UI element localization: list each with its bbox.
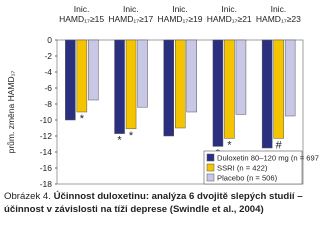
legend-box: [203, 150, 303, 185]
bar: [88, 39, 99, 101]
bar: [114, 39, 125, 134]
significance-marker: *: [227, 139, 232, 151]
y-tick-label: -10: [40, 115, 53, 125]
y-tick-label: -2: [44, 51, 52, 61]
page: {"chart_data":{"type":"bar", "y_label":"…: [4, 4, 319, 216]
x-tick-label: HAMD₁₇≥23: [256, 14, 301, 24]
x-tick-label: Inic.: [221, 4, 237, 14]
y-tick-label: -14: [40, 147, 53, 157]
legend-label: Placebo (n = 506): [217, 174, 278, 183]
legend-swatch: [206, 153, 215, 162]
bar: [212, 39, 224, 147]
x-tick-label: HAMD₁₇≥15: [59, 14, 104, 24]
x-tick-label: Inic.: [271, 4, 287, 14]
bar: [224, 39, 235, 139]
y-tick-label: -12: [40, 131, 53, 141]
y-tick-label: -16: [40, 163, 53, 173]
legend-label: Duloxetin 80–120 mg (n = 697): [217, 154, 319, 163]
bar: [125, 39, 137, 130]
significance-marker: #: [276, 139, 283, 151]
caption-label: Obrázek 4.: [4, 191, 51, 202]
y-tick-label: -8: [44, 99, 52, 109]
x-tick-label: Inic.: [74, 4, 90, 14]
bar: [175, 39, 186, 129]
chart: prům. změna HAMD₁₇ 0 -2 -4 -6 -8 -10 -12 -14 -16…: [6, 4, 319, 189]
legend-label: SSRI (n = 422): [217, 164, 268, 173]
x-tick-label: HAMD₁₇≥19: [158, 14, 203, 24]
significance-marker: *: [117, 135, 122, 147]
y-axis-label: prům. změna HAMD₁₇: [6, 71, 16, 154]
bar: [186, 39, 197, 113]
bar: [284, 39, 296, 117]
bar: [261, 39, 273, 149]
bar: [273, 39, 284, 139]
y-tick-label: -4: [44, 67, 52, 77]
bar: [137, 39, 148, 108]
significance-marker: *: [80, 113, 85, 125]
x-tick-label: HAMD₁₇≥21: [207, 14, 252, 24]
bar: [76, 39, 88, 113]
significance-marker: *: [129, 130, 134, 142]
x-tick-label: HAMD₁₇≥17: [108, 14, 153, 24]
x-tick-label: Inic.: [172, 4, 188, 14]
bar: [163, 39, 174, 137]
bar: [65, 39, 76, 121]
legend-swatch: [206, 173, 215, 182]
caption-text: Účinnost duloxetinu: analýza 6 dvojitě s…: [4, 191, 303, 215]
legend-swatch: [206, 163, 215, 172]
x-tick-label: Inic.: [123, 4, 139, 14]
y-tick-label: 0: [47, 35, 52, 45]
bar: [235, 39, 247, 115]
y-tick-label: -6: [44, 83, 52, 93]
y-tick-label: -18: [40, 179, 53, 189]
caption: Obrázek 4. Účinnost duloxetinu: analýza …: [4, 190, 316, 216]
